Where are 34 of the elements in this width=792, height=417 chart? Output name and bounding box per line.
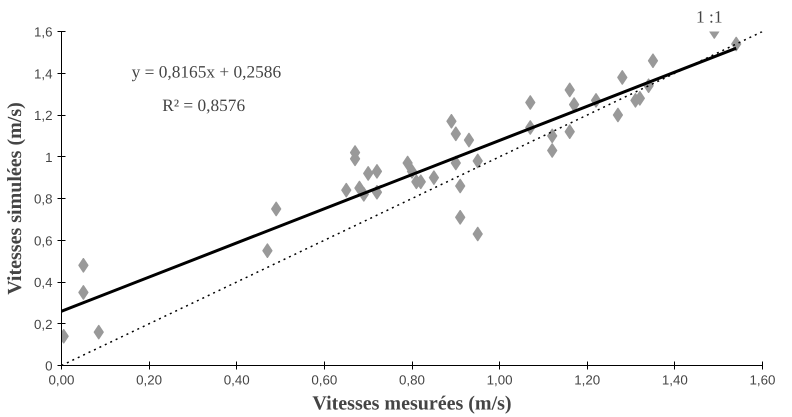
x-axis-title: Vitesses mesurées (m/s): [312, 392, 512, 414]
x-tick-label: 0,20: [136, 372, 162, 388]
x-tick-label: 0,80: [399, 372, 425, 388]
y-tick-label: 1,4: [34, 66, 54, 82]
y-tick-label: 1,2: [34, 108, 53, 123]
y-tick-label: 0,2: [34, 316, 53, 332]
y-tick-label: 0,4: [34, 275, 54, 290]
x-tick-label: 0,40: [224, 372, 250, 388]
point: [612, 108, 624, 122]
y-axis-title: Vitesses simulées (m/s): [4, 102, 26, 295]
point: [78, 258, 89, 273]
x-tick-label: 1,40: [662, 372, 688, 388]
x-tick-label: 0,60: [311, 372, 338, 388]
y-tick-label: 1,6: [34, 24, 53, 40]
y-tick-label: 0,8: [34, 192, 53, 206]
point: [428, 170, 440, 186]
annotation: y = 0,8165x + 0,2586: [132, 62, 282, 82]
x-tick-label: 1,00: [486, 372, 513, 388]
annotation: R² = 0,8576: [162, 96, 246, 115]
point: [262, 243, 273, 258]
y-tick-label: 1: [45, 150, 53, 165]
text: 1 :1: [696, 8, 723, 26]
x-tick-label: 1,20: [574, 372, 600, 388]
point: [372, 164, 382, 179]
x-tick-label: 1,60: [750, 372, 776, 388]
y-tick-label: 0,6: [34, 233, 53, 248]
point: [648, 53, 658, 68]
y-tick-label: 0: [45, 358, 53, 374]
point: [446, 114, 457, 129]
point: [464, 132, 474, 148]
point: [402, 156, 413, 171]
point: [568, 97, 580, 112]
point: [78, 284, 89, 300]
x-tick-label: 0,00: [48, 372, 74, 388]
